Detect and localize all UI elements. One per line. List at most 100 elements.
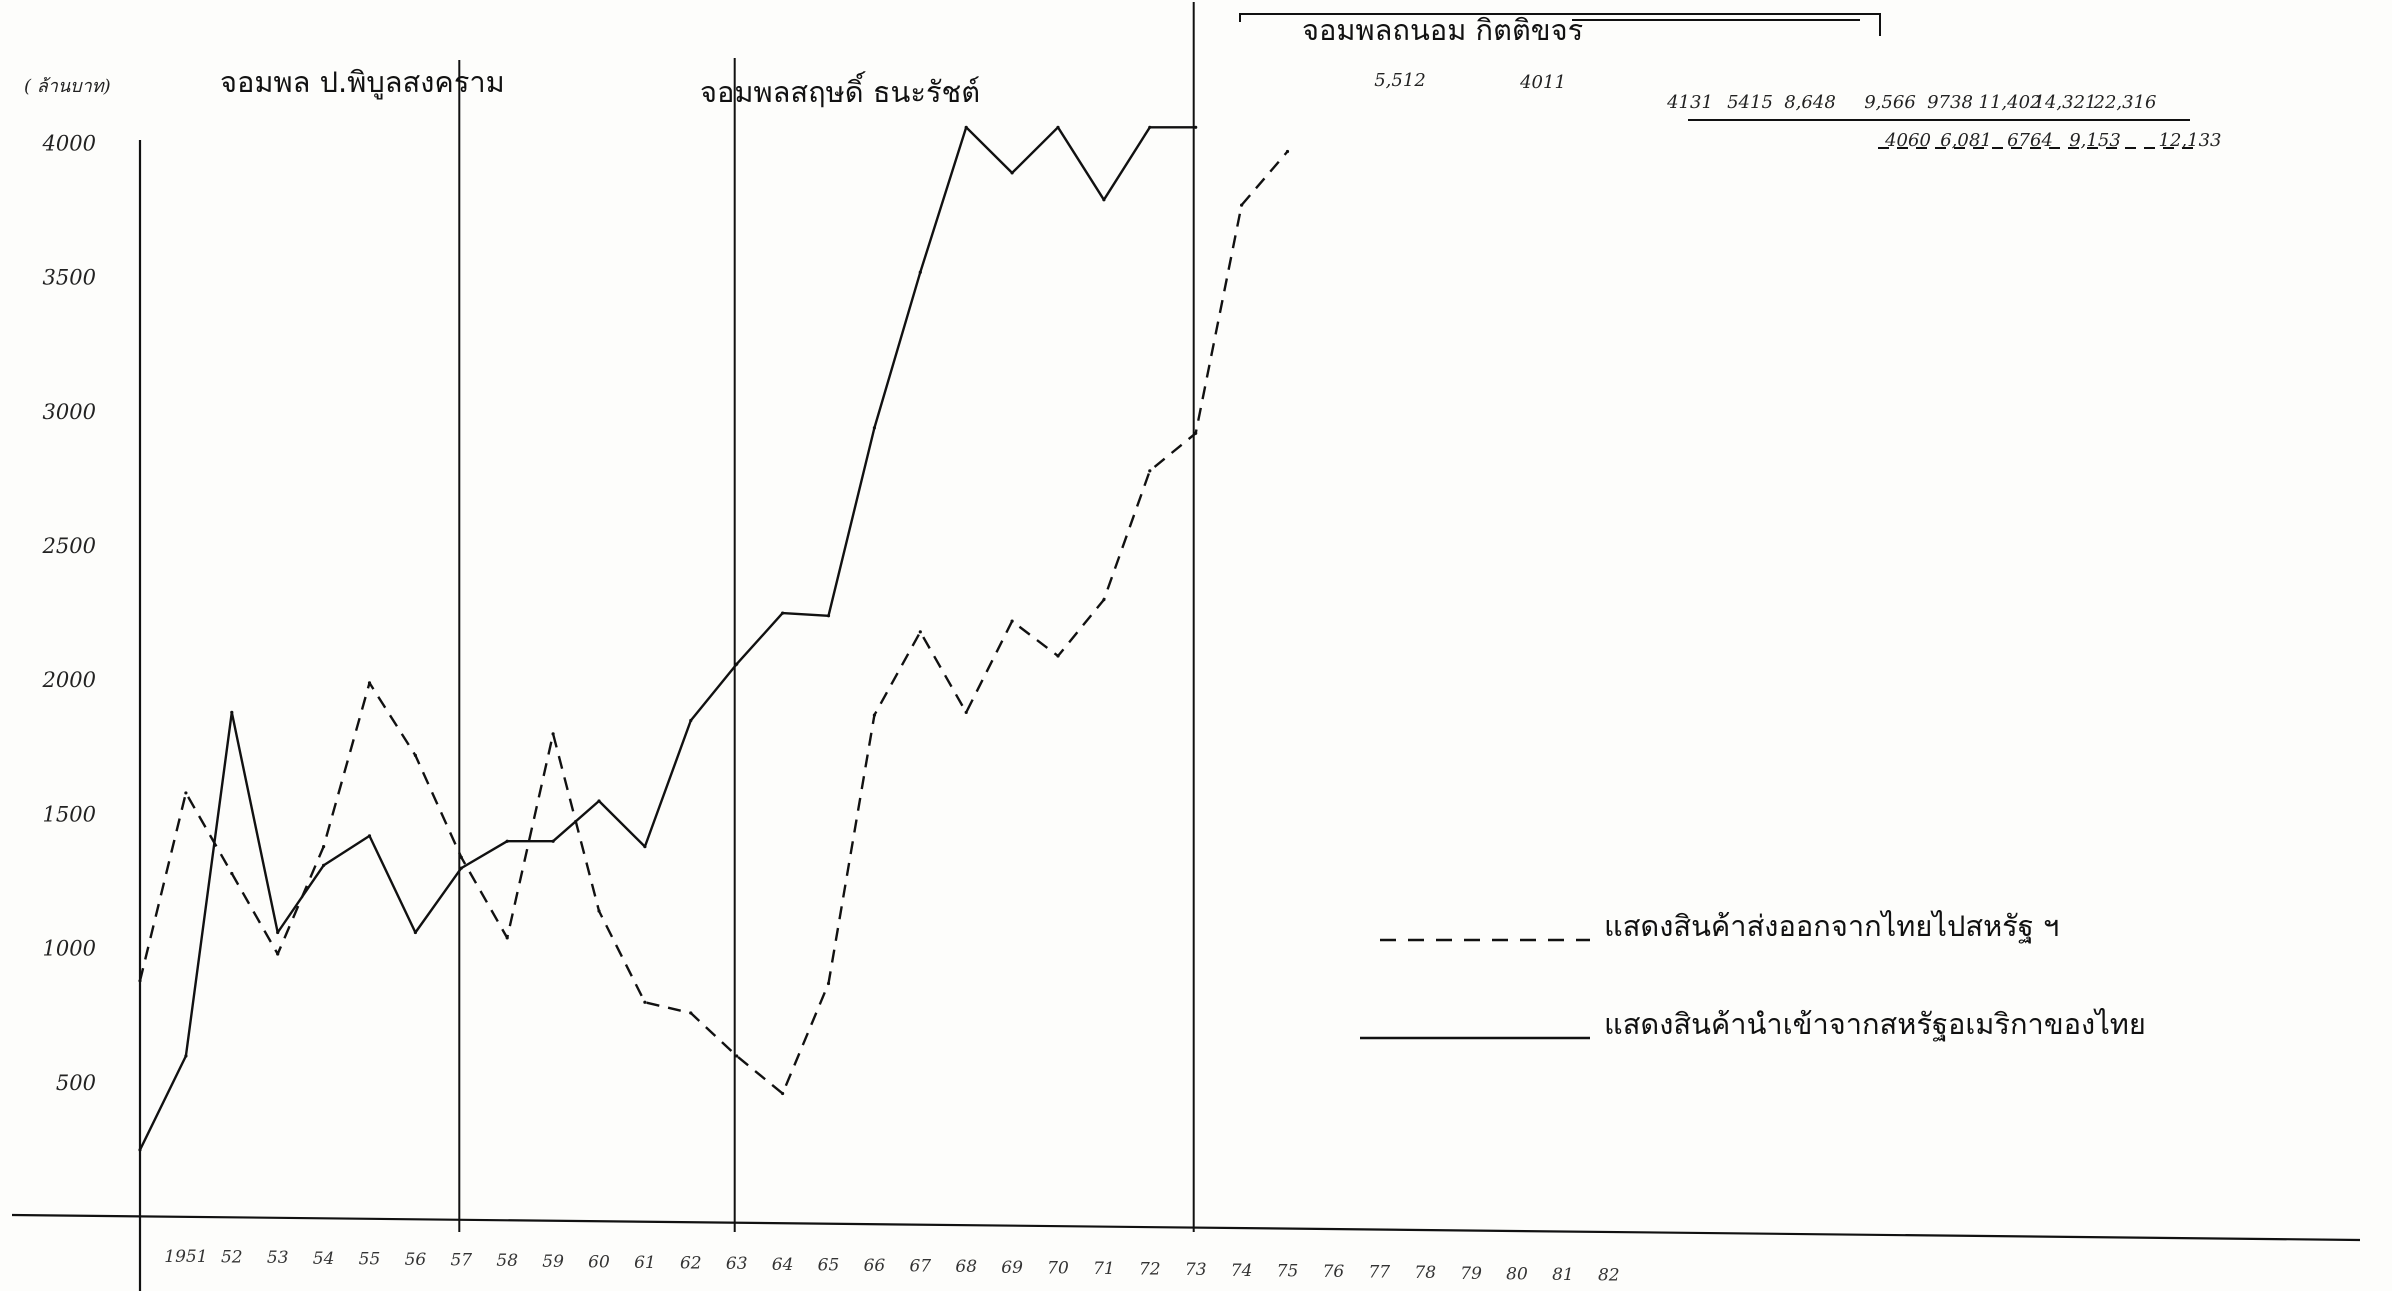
annotation-export-value-3: 6764 <box>2007 130 2053 151</box>
annotation-import-value-5: 9738 <box>1927 92 1973 113</box>
period-bracket-thanom <box>1239 13 1881 36</box>
period-label-sarit: จอมพลสฤษดิ์ ธนะรัชต์ <box>700 71 980 109</box>
x-tick-label-69: 69 <box>1001 1258 1023 1278</box>
data-point-exports-1966 <box>872 713 877 717</box>
y-tick-label-500: 500 <box>56 1071 96 1095</box>
y-tick-label-4000: 4000 <box>42 131 96 155</box>
data-point-exports-1962 <box>689 1011 693 1015</box>
legend-label-exports: แสดงสินค้าส่งออกจากไทยไปสหรัฐ ฯ <box>1604 909 2059 944</box>
data-point-exports-1969 <box>1010 619 1014 623</box>
annotation-export-value-4: 9,153 <box>2069 130 2121 151</box>
chart-annotations: 5,512 4011 4131 5415 8,648 9,566 9738 11,40214,… <box>1360 70 2221 1042</box>
x-tick-label-73: 73 <box>1185 1260 1207 1280</box>
data-point-exports-1973 <box>1194 431 1198 435</box>
annotation-import-value-2: 5415 <box>1727 92 1773 113</box>
data-point-exports-1953 <box>276 952 280 956</box>
x-tick-label-57: 57 <box>450 1251 472 1271</box>
x-tick-label-53: 53 <box>267 1248 289 1268</box>
annotation-import-value-6: 11,402 <box>1979 92 2042 113</box>
x-tick-label-66: 66 <box>864 1256 886 1276</box>
data-point-exports-1958 <box>505 936 509 940</box>
data-point-imports-1964 <box>781 611 785 615</box>
annotation-peak-4011: 4011 <box>1519 72 1566 93</box>
y-tick-label-2000: 2000 <box>42 668 96 692</box>
data-point-imports-1961 <box>643 845 647 849</box>
y-tick-label-3000: 3000 <box>43 400 96 424</box>
y-axis-label: ( ล้านบาท) <box>24 76 111 97</box>
x-tick-label-55: 55 <box>359 1249 381 1269</box>
x-axis <box>11 1213 2361 1242</box>
annotation-import-value-3: 8,648 <box>1784 92 1836 113</box>
y-tick-label-1500: 1500 <box>43 802 96 826</box>
x-tick-label-1951: 1951 <box>164 1247 207 1267</box>
x-tick-label-75: 75 <box>1277 1261 1299 1281</box>
x-tick-label-65: 65 <box>818 1255 840 1275</box>
data-point-exports-1968 <box>964 710 968 715</box>
data-point-imports-1973 <box>1194 125 1198 129</box>
data-point-exports-1972 <box>1148 469 1152 473</box>
series-line-imports <box>138 126 1196 1151</box>
data-point-imports-1963 <box>735 662 739 666</box>
data-point-exports-1954 <box>322 845 326 849</box>
data-point-exports-1964 <box>781 1091 785 1096</box>
x-tick-label-81: 81 <box>1552 1265 1574 1285</box>
data-point-exports-1951 <box>184 791 188 795</box>
annotation-export-value-5: 12,133 <box>2159 130 2222 151</box>
x-tick-label-77: 77 <box>1368 1263 1390 1283</box>
annotation-import-value-7: 14,321 <box>2034 92 2097 113</box>
series-line-exports <box>138 150 1289 1095</box>
annotation-import-value-8: 22,316 <box>2093 92 2157 113</box>
data-point-imports-1965 <box>826 614 831 618</box>
data-point-imports-1950 <box>138 1148 142 1152</box>
x-tick-label-82: 82 <box>1598 1266 1620 1286</box>
x-tick-label-64: 64 <box>772 1255 794 1275</box>
x-tick-label-59: 59 <box>542 1252 564 1272</box>
x-tick-label-78: 78 <box>1414 1263 1436 1283</box>
data-point-imports-1971 <box>1102 198 1106 202</box>
x-tick-label-56: 56 <box>405 1250 427 1270</box>
data-point-exports-1975 <box>1285 149 1290 154</box>
y-tick-label-3500: 3500 <box>43 266 96 290</box>
data-point-imports-1960 <box>597 799 601 803</box>
x-tick-label-58: 58 <box>496 1251 518 1271</box>
data-point-imports-1954 <box>322 863 326 867</box>
data-point-imports-1953 <box>276 930 280 935</box>
data-point-exports-1959 <box>551 732 555 736</box>
annotation-export-value-1: 4060 <box>1884 130 1931 151</box>
data-point-imports-1962 <box>689 718 693 723</box>
data-point-imports-1958 <box>505 839 509 843</box>
data-point-imports-1972 <box>1148 125 1152 129</box>
x-tick-label-62: 62 <box>680 1254 702 1274</box>
annotation-peak-5512: 5,512 <box>1374 70 1426 91</box>
x-tick-label-67: 67 <box>909 1257 931 1277</box>
data-point-exports-1957 <box>459 855 463 859</box>
x-tick-label-52: 52 <box>221 1248 243 1268</box>
y-tick-label-2500: 2500 <box>42 534 96 558</box>
annotation-import-value-1: 4131 <box>1666 92 1713 113</box>
data-point-imports-1959 <box>551 839 555 843</box>
legend-label-imports: แสดงสินค้านำเข้าจากสหรัฐอเมริกาของไทย <box>1604 1007 2146 1042</box>
data-point-imports-1968 <box>964 125 968 129</box>
period-label-phibun: จอมพล ป.พิบูลสงคราม <box>220 65 505 100</box>
data-point-imports-1956 <box>413 930 417 935</box>
data-point-exports-1952 <box>230 871 234 876</box>
x-tick-label-79: 79 <box>1460 1264 1482 1284</box>
data-point-exports-1955 <box>367 681 372 685</box>
period-label-thanom: จอมพลถนอม กิตติขจร <box>1302 13 1583 47</box>
data-point-exports-1963 <box>735 1054 739 1058</box>
y-tick-label-1000: 1000 <box>43 937 96 961</box>
data-point-imports-1952 <box>230 710 234 715</box>
annotation-export-value-2: 6,081 <box>1940 130 1992 151</box>
data-point-imports-1951 <box>184 1054 188 1058</box>
data-point-imports-1969 <box>1010 171 1014 175</box>
x-tick-label-72: 72 <box>1139 1260 1161 1280</box>
data-point-exports-1950 <box>138 979 142 983</box>
x-tick-label-74: 74 <box>1231 1261 1253 1281</box>
data-point-exports-1961 <box>643 1000 647 1004</box>
data-point-imports-1957 <box>459 866 463 870</box>
x-tick-label-70: 70 <box>1047 1258 1069 1278</box>
annotation-import-value-4: 9,566 <box>1864 92 1916 113</box>
x-tick-label-63: 63 <box>726 1254 748 1274</box>
data-point-exports-1956 <box>413 753 417 757</box>
